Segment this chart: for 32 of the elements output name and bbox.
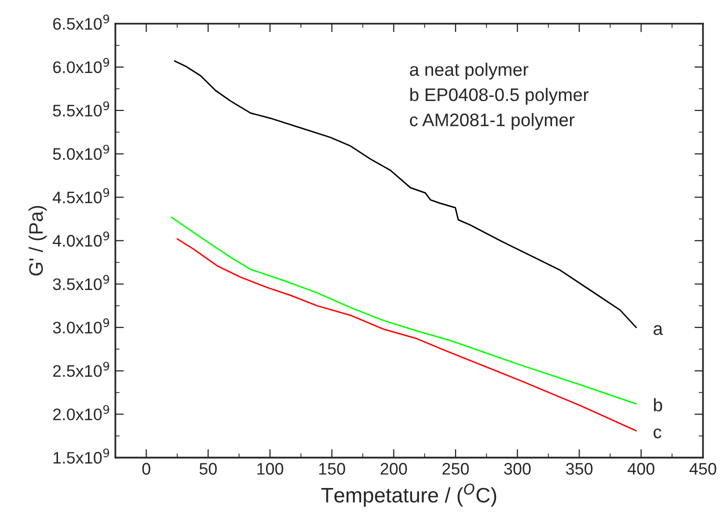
line-series <box>170 216 637 405</box>
y-tick-label: 6.5x10$^{9}$ <box>53 14 110 30</box>
y-tick-label: 4.0x10$^{9}$ <box>52 232 110 247</box>
x-tick-label: 400 <box>628 462 654 475</box>
y-tick-label: 1.5x10$^{9}$ <box>54 448 110 464</box>
x-tick-label: 150 <box>319 462 346 475</box>
x-tick-label: 300 <box>504 462 531 475</box>
x-tick-label: 50 <box>200 462 217 475</box>
y-tick-label: 5.5x10$^{9}$ <box>53 101 110 117</box>
x-tick-label: 0 <box>142 462 150 475</box>
annotation: c AM2081-1 polymer <box>410 113 574 130</box>
annotation: b EP0408-0.5 polymer <box>410 88 589 105</box>
x-tick-label: 200 <box>380 462 407 475</box>
y-tick-label: 2.5x10$^{9}$ <box>53 362 110 377</box>
annotation: a neat polymer <box>410 62 528 80</box>
y-tick-label: 2.0x10$^{9}$ <box>53 405 110 420</box>
x-axis-title: Tempetature / ($^{O}$C) <box>321 484 496 507</box>
y-axis-title: G' / (Pa) <box>28 206 47 276</box>
series-label: a <box>654 325 663 336</box>
y-tick-label: 6.0x10$^{9}$ <box>53 58 110 74</box>
y-tick-label: 3.5x10$^{9}$ <box>52 274 110 290</box>
line-series <box>176 238 637 432</box>
x-tick-label: 350 <box>566 462 593 475</box>
x-tick-label: 450 <box>689 462 716 475</box>
series-label: b <box>654 398 662 412</box>
y-tick-label: 3.0x10$^{9}$ <box>52 318 110 334</box>
x-tick-label: 100 <box>257 462 284 475</box>
x-tick-label: 250 <box>442 462 469 475</box>
y-tick-label: 4.5x10$^{9}$ <box>52 188 110 204</box>
line-series <box>174 60 637 328</box>
y-tick-label: 5.0x10$^{9}$ <box>53 144 110 160</box>
series-label: c <box>654 428 662 438</box>
